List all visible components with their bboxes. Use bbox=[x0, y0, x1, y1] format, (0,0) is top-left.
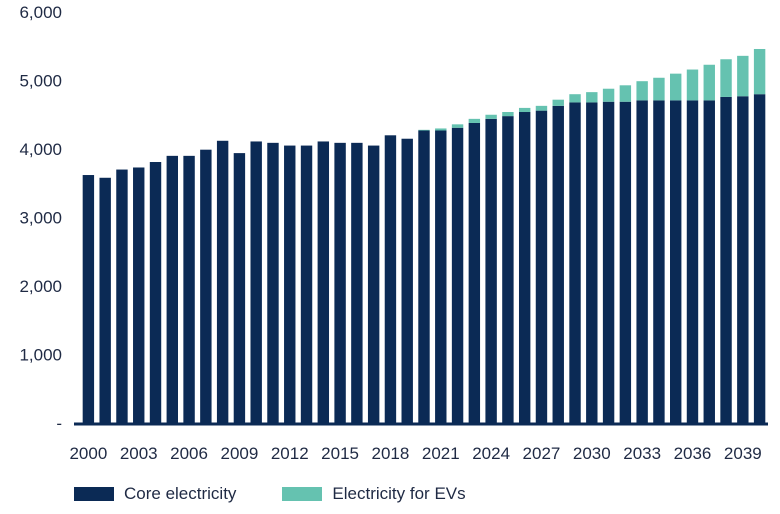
bar-core-electricity bbox=[569, 102, 581, 424]
bar-electricity-for-evs bbox=[703, 64, 715, 101]
bar-core-electricity bbox=[502, 116, 514, 424]
bar-electricity-for-evs bbox=[686, 69, 699, 101]
bar-core-electricity bbox=[418, 130, 430, 423]
legend-item-core: Core electricity bbox=[74, 484, 236, 504]
bar-electricity-for-evs bbox=[753, 48, 766, 95]
bar-core-electricity bbox=[535, 110, 548, 423]
x-tick-label: 2027 bbox=[523, 444, 561, 463]
legend-swatch-ev bbox=[282, 487, 323, 501]
bar-electricity-for-evs bbox=[737, 55, 749, 97]
bar-core-electricity bbox=[250, 141, 262, 423]
bar-core-electricity bbox=[518, 112, 531, 423]
x-tick-label: 2024 bbox=[472, 444, 510, 463]
bar-core-electricity bbox=[619, 101, 632, 424]
bar-core-electricity bbox=[200, 149, 212, 423]
bar-electricity-for-evs bbox=[720, 59, 732, 97]
bar-core-electricity bbox=[384, 135, 397, 424]
legend: Core electricity Electricity for EVs bbox=[74, 484, 512, 504]
bar-core-electricity bbox=[451, 127, 464, 423]
x-tick-label: 2003 bbox=[120, 444, 158, 463]
y-tick-label: 3,000 bbox=[19, 209, 62, 228]
bar-core-electricity bbox=[468, 122, 481, 423]
legend-swatch-core bbox=[74, 487, 114, 501]
x-tick-label: 2039 bbox=[724, 444, 762, 463]
y-tick-label: 1,000 bbox=[19, 346, 62, 365]
bar-core-electricity bbox=[216, 140, 229, 423]
x-tick-label: 2030 bbox=[573, 444, 611, 463]
y-tick-label: - bbox=[56, 414, 62, 433]
bar-core-electricity bbox=[435, 130, 447, 423]
bar-core-electricity bbox=[334, 142, 346, 423]
bar-core-electricity bbox=[149, 162, 162, 423]
legend-item-ev: Electricity for EVs bbox=[282, 484, 466, 504]
x-tick-label: 2015 bbox=[321, 444, 359, 463]
bar-electricity-for-evs bbox=[518, 107, 531, 113]
bar-core-electricity bbox=[602, 101, 615, 424]
bar-electricity-for-evs bbox=[468, 118, 481, 123]
stacked-bar-chart: - 1,000 2,000 3,000 4,000 5,000 6,000 2000 2003… bbox=[19, 3, 768, 463]
bar-electricity-for-evs bbox=[670, 73, 682, 101]
x-tick-label: 2033 bbox=[623, 444, 661, 463]
y-tick-label: 2,000 bbox=[19, 277, 62, 296]
bar-electricity-for-evs bbox=[619, 85, 632, 102]
bar-core-electricity bbox=[233, 153, 246, 424]
bar-electricity-for-evs bbox=[451, 124, 464, 128]
x-axis: 2000 2003 2006 2009 2012 2015 2018 2021 2024 2027… bbox=[69, 444, 761, 463]
x-tick-label: 2006 bbox=[170, 444, 208, 463]
bar-core-electricity bbox=[670, 100, 682, 424]
bar-core-electricity bbox=[351, 142, 363, 423]
bar-core-electricity bbox=[183, 155, 195, 423]
bar-core-electricity bbox=[82, 175, 95, 423]
bar-core-electricity bbox=[703, 100, 715, 424]
y-tick-label: 5,000 bbox=[19, 72, 62, 91]
bar-core-electricity bbox=[485, 118, 497, 424]
bar-electricity-for-evs bbox=[653, 77, 665, 101]
bar-electricity-for-evs bbox=[502, 112, 514, 117]
bar-core-electricity bbox=[636, 100, 648, 424]
bar-electricity-for-evs bbox=[552, 99, 564, 106]
bar-core-electricity bbox=[99, 177, 111, 423]
y-axis: - 1,000 2,000 3,000 4,000 5,000 6,000 bbox=[19, 3, 62, 433]
bar-core-electricity bbox=[753, 94, 766, 423]
bar-core-electricity bbox=[686, 100, 699, 424]
x-tick-label: 2009 bbox=[220, 444, 258, 463]
x-tick-label: 2021 bbox=[422, 444, 460, 463]
bar-core-electricity bbox=[552, 105, 564, 423]
bar-electricity-for-evs bbox=[535, 105, 548, 111]
bar-electricity-for-evs bbox=[435, 128, 447, 131]
bar-core-electricity bbox=[133, 167, 145, 423]
bar-core-electricity bbox=[737, 96, 749, 423]
bar-core-electricity bbox=[367, 145, 380, 423]
y-tick-label: 6,000 bbox=[19, 3, 62, 22]
bar-core-electricity bbox=[653, 100, 665, 424]
bar-core-electricity bbox=[166, 155, 178, 423]
x-tick-label: 2036 bbox=[674, 444, 712, 463]
bar-core-electricity bbox=[300, 145, 313, 423]
x-tick-label: 2000 bbox=[69, 444, 107, 463]
bar-electricity-for-evs bbox=[636, 81, 648, 101]
bar-electricity-for-evs bbox=[485, 114, 497, 119]
x-tick-label: 2012 bbox=[271, 444, 309, 463]
bar-core-electricity bbox=[116, 169, 128, 423]
bar-core-electricity bbox=[317, 141, 330, 423]
bar-electricity-for-evs bbox=[586, 92, 598, 103]
y-tick-label: 4,000 bbox=[19, 140, 62, 159]
bar-electricity-for-evs bbox=[602, 88, 615, 102]
bar-core-electricity bbox=[267, 142, 279, 423]
bar-core-electricity bbox=[401, 138, 413, 424]
bar-electricity-for-evs bbox=[569, 94, 581, 103]
bar-core-electricity bbox=[284, 145, 296, 423]
x-tick-label: 2018 bbox=[372, 444, 410, 463]
bar-core-electricity bbox=[720, 96, 732, 423]
bars bbox=[82, 48, 766, 424]
bar-core-electricity bbox=[586, 102, 598, 424]
legend-label-core: Core electricity bbox=[124, 484, 237, 503]
bar-electricity-for-evs bbox=[418, 129, 430, 131]
legend-label-ev: Electricity for EVs bbox=[332, 484, 466, 503]
